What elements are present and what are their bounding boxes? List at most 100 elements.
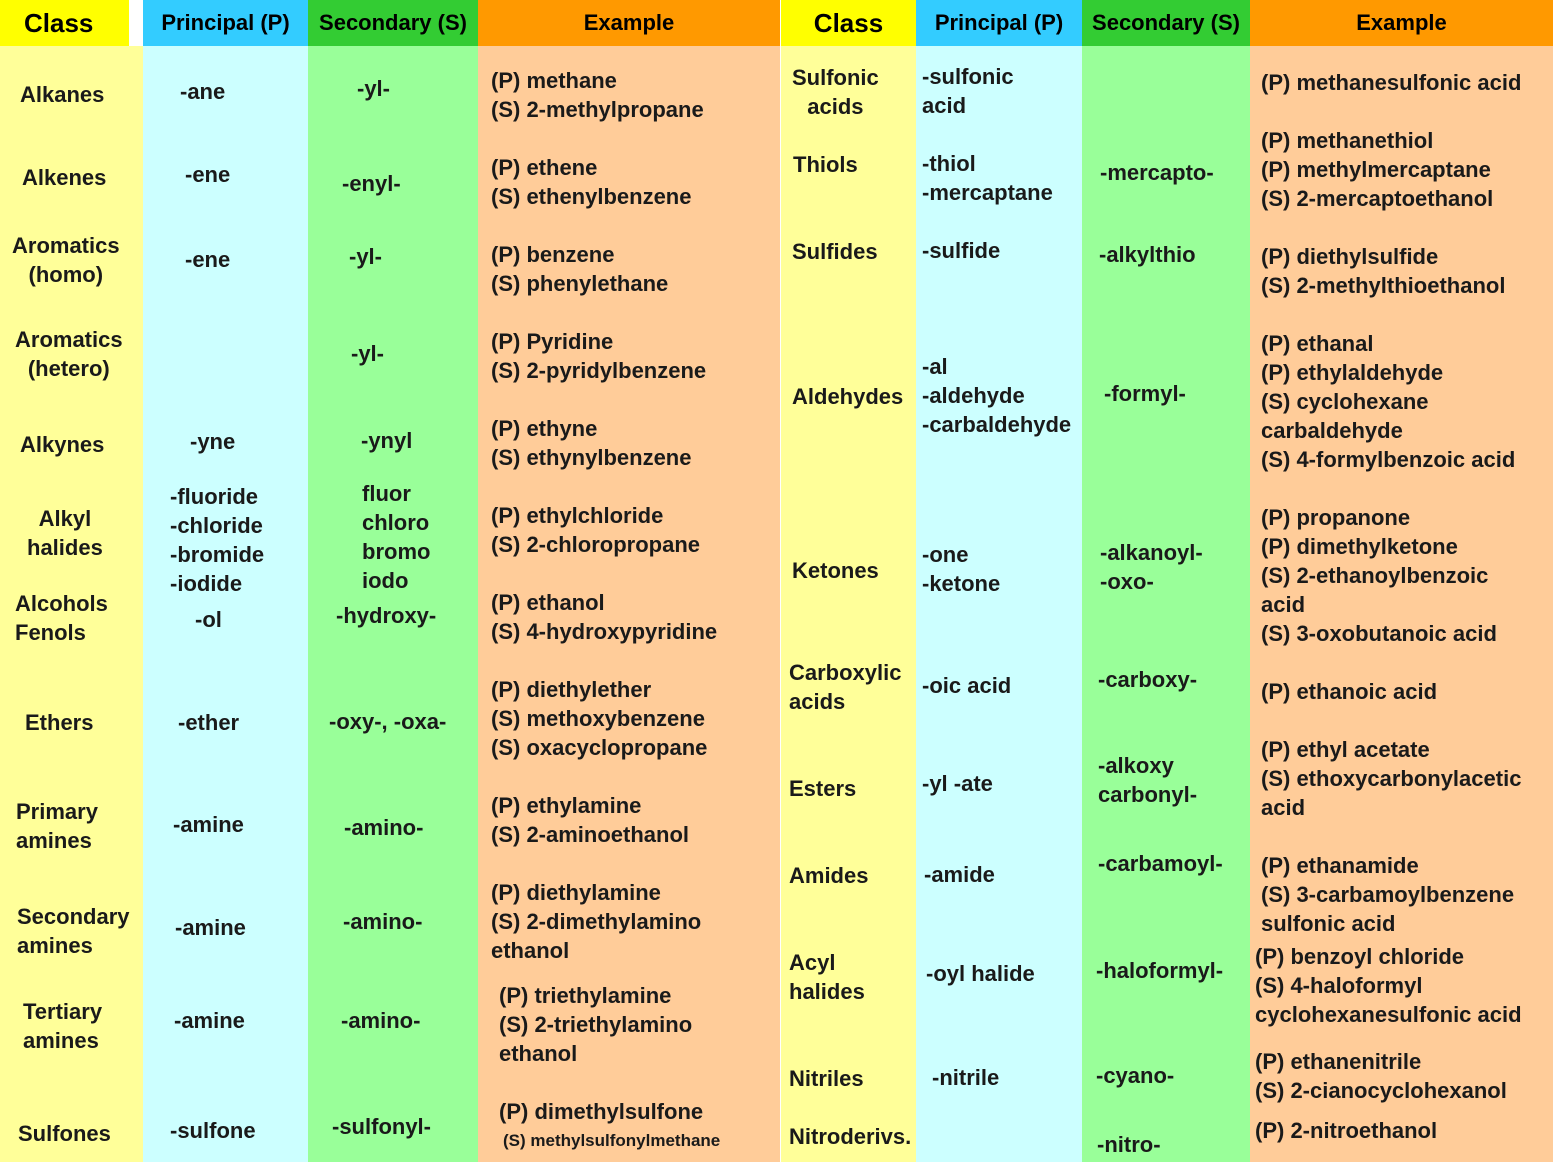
left-example-tertiary-amines: (P) triethylamine (S) 2-triethylamino et… xyxy=(499,983,693,1066)
right-example-sulfides: (P) diethylsulfide (S) 2-methylthioethan… xyxy=(1261,244,1506,298)
right-secondary-aldehydes: -formyl- xyxy=(1104,381,1186,406)
left-class-tertiary-amines: Tertiary amines xyxy=(23,999,103,1053)
right-principal-sulfonic-acids: -sulfonic acid xyxy=(922,64,1014,118)
right-class-nitriles: Nitriles xyxy=(789,1066,864,1091)
left-principal-sulfones: -sulfone xyxy=(170,1118,256,1143)
right-example-aldehydes: (P) ethanal (P) ethylaldehyde (S) cycloh… xyxy=(1261,331,1516,472)
right-class-sulfonic-acids: Sulfonic acids xyxy=(792,65,879,119)
left-class-alkyl-halides: Alkyl halides xyxy=(27,506,103,560)
left-secondary-ethers: -oxy-, -oxa- xyxy=(329,709,447,734)
left-header-secondary: Secondary (S) xyxy=(308,0,478,46)
left-principal-alcohols: -ol xyxy=(195,607,222,632)
right-secondary-amides: -carbamoyl- xyxy=(1098,851,1223,876)
right-class-nitroderivs: Nitroderivs. xyxy=(789,1124,912,1149)
right-principal-esters: -yl -ate xyxy=(922,771,993,796)
right-principal-thiols: -thiol -mercaptane xyxy=(922,151,1053,205)
left-example-alkanes: (P) methane (S) 2-methylpropane xyxy=(491,68,704,122)
right-class-carboxylic-acids: Carboxylic acids xyxy=(789,660,902,714)
right-principal-column xyxy=(916,46,1082,1162)
right-class-thiols: Thiols xyxy=(793,152,858,177)
right-secondary-nitroderivs: -nitro- xyxy=(1097,1132,1161,1157)
left-class-column xyxy=(0,46,143,1162)
right-header-class: Class xyxy=(781,0,916,46)
left-secondary-alcohols: -hydroxy- xyxy=(336,603,437,628)
left-class-secondary-amines: Secondary amines xyxy=(17,904,130,958)
left-secondary-primary-amines: -amino- xyxy=(344,815,424,840)
right-header-secondary: Secondary (S) xyxy=(1082,0,1250,46)
left-principal-alkenes: -ene xyxy=(185,162,231,187)
left-class-alkanes: Alkanes xyxy=(20,82,105,107)
left-secondary-column xyxy=(308,46,478,1162)
left-example-column xyxy=(478,46,780,1162)
left-principal-alkyl-halides: -fluoride -chloride -bromide -iodide xyxy=(170,484,265,596)
left-class-aromatics-hetero: Aromatics (hetero) xyxy=(15,327,123,381)
right-example-esters: (P) ethyl acetate (S) ethoxycarbonylacet… xyxy=(1261,737,1522,820)
right-secondary-esters: -alkoxy carbonyl- xyxy=(1098,753,1198,807)
right-class-amides: Amides xyxy=(789,863,869,888)
left-class-alcohols: Alcohols Fenols xyxy=(15,591,108,645)
left-example-alcohols: (P) ethanol (S) 4-hydroxypyridine xyxy=(491,590,718,644)
right-secondary-sulfides: -alkylthio xyxy=(1099,242,1196,267)
right-example-acyl-halides: (P) benzoyl chloride (S) 4-haloformyl cy… xyxy=(1255,944,1522,1027)
right-class-acyl-halides: Acyl halides xyxy=(789,950,865,1004)
right-example-nitriles: (P) ethanenitrile (S) 2-cianocyclohexano… xyxy=(1255,1049,1507,1103)
left-header-principal: Principal (P) xyxy=(143,0,308,46)
left-secondary-alkynes: -ynyl xyxy=(361,428,413,453)
right-secondary-acyl-halides: -haloformyl- xyxy=(1096,958,1224,983)
left-example-alkynes: (P) ethyne (S) ethynylbenzene xyxy=(491,416,692,470)
left-principal-primary-amines: -amine xyxy=(173,812,244,837)
left-principal-alkynes: -yne xyxy=(190,429,236,454)
right-header-example: Example xyxy=(1250,0,1553,46)
left-secondary-alkenes: -enyl- xyxy=(342,171,401,196)
right-header-principal: Principal (P) xyxy=(916,0,1082,46)
left-example-alkenes: (P) ethene (S) ethenylbenzene xyxy=(491,155,692,209)
left-principal-aromatics-homo: -ene xyxy=(185,247,231,272)
right-secondary-thiols: -mercapto- xyxy=(1100,160,1214,185)
left-secondary-sulfones: -sulfonyl- xyxy=(332,1114,431,1139)
left-secondary-aromatics-hetero: -yl- xyxy=(351,341,384,366)
left-example-primary-amines: (P) ethylamine (S) 2-aminoethanol xyxy=(491,793,690,847)
left-example-aromatics-hetero: (P) Pyridine (S) 2-pyridylbenzene xyxy=(491,329,707,383)
right-principal-amides: -amide xyxy=(924,862,995,887)
left-principal-secondary-amines: -amine xyxy=(175,915,246,940)
right-example-column xyxy=(1250,46,1553,1162)
right-principal-ketones: -one -ketone xyxy=(922,542,1001,596)
right-principal-carboxylic-acids: -oic acid xyxy=(922,673,1012,698)
left-secondary-alkanes: -yl- xyxy=(357,76,390,101)
left-header-example: Example xyxy=(478,0,780,46)
left-class-sulfones: Sulfones xyxy=(18,1121,111,1146)
left-class-aromatics-homo: Aromatics (homo) xyxy=(12,233,120,287)
left-header-class: Class xyxy=(0,0,129,46)
right-class-sulfides: Sulfides xyxy=(792,239,878,264)
left-class-alkynes: Alkynes xyxy=(20,432,105,457)
right-example-thiols: (P) methanethiol (P) methylmercaptane (S… xyxy=(1261,128,1494,211)
right-example-ketones: (P) propanone (P) dimethylketone (S) 2-e… xyxy=(1261,505,1497,646)
left-secondary-alkyl-halides: fluor chloro bromo iodo xyxy=(362,481,431,593)
left-principal-column xyxy=(143,46,308,1162)
right-principal-sulfides: -sulfide xyxy=(922,238,1001,263)
right-class-esters: Esters xyxy=(789,776,857,801)
right-example-sulfonic-acids: (P) methanesulfonic acid xyxy=(1261,70,1522,95)
left-example-sulfones: (P) dimethylsulfone xyxy=(499,1099,704,1124)
left-secondary-aromatics-homo: -yl- xyxy=(349,244,382,269)
right-secondary-column xyxy=(1082,46,1250,1162)
left-class-alkenes: Alkenes xyxy=(22,165,107,190)
right-class-aldehydes: Aldehydes xyxy=(792,384,904,409)
right-secondary-carboxylic-acids: -carboxy- xyxy=(1098,667,1198,692)
left-secondary-secondary-amines: -amino- xyxy=(343,909,423,934)
right-principal-acyl-halides: -oyl halide xyxy=(926,961,1035,986)
left-principal-ethers: -ether xyxy=(178,710,240,735)
left-example-aromatics-homo: (P) benzene (S) phenylethane xyxy=(491,242,669,296)
right-secondary-ketones: -alkanoyl- -oxo- xyxy=(1100,540,1203,594)
left-example-secondary-amines: (P) diethylamine (S) 2-dimethylamino eth… xyxy=(491,880,702,963)
left-principal-tertiary-amines: -amine xyxy=(174,1008,245,1033)
left-class-primary-amines: Primary amines xyxy=(16,799,98,853)
right-class-column xyxy=(781,46,916,1162)
left-secondary-tertiary-amines: -amino- xyxy=(341,1008,421,1033)
left-example-ethers: (P) diethylether (S) methoxybenzene (S) … xyxy=(491,677,708,760)
right-example-carboxylic-acids: (P) ethanoic acid xyxy=(1261,679,1438,704)
left-example-alkyl-halides: (P) ethylchloride (S) 2-chloropropane xyxy=(491,503,701,557)
left-example-sulfones-small: (S) methylsulfonylmethane xyxy=(503,1131,721,1150)
right-class-ketones: Ketones xyxy=(792,558,879,583)
left-principal-alkanes: -ane xyxy=(180,79,226,104)
